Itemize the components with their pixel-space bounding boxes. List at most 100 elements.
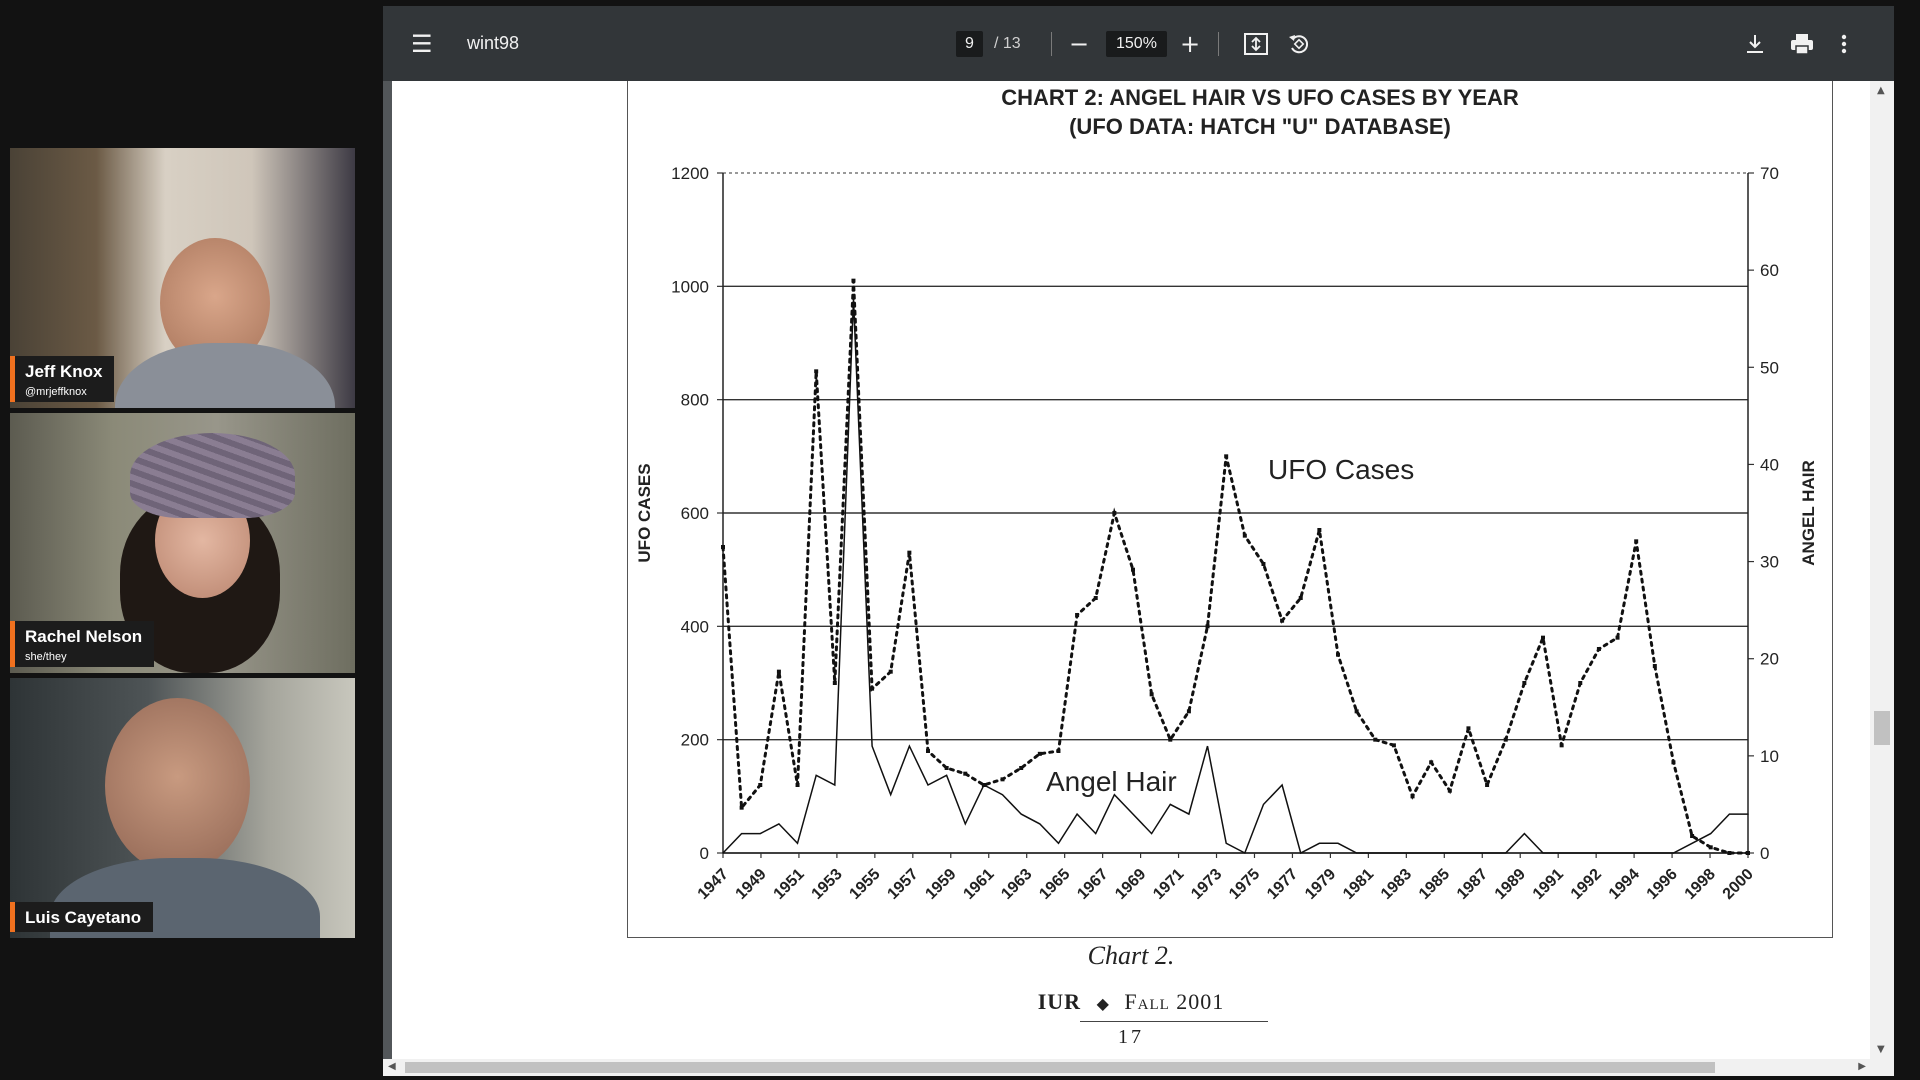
participant-tile-jeff[interactable]: Jeff Knox @mrjeffknox	[10, 148, 355, 408]
x-tick-label: 1957	[884, 866, 921, 903]
y-tick-label: 200	[681, 731, 709, 750]
y2-tick-label: 60	[1760, 261, 1779, 280]
document-area[interactable]: CHART 2: ANGEL HAIR VS UFO CASES BY YEAR…	[383, 81, 1894, 1061]
chart: CHART 2: ANGEL HAIR VS UFO CASES BY YEAR…	[635, 85, 1818, 903]
data-point	[1186, 709, 1191, 714]
participant-face	[105, 698, 250, 873]
series-line-ufo-cases	[721, 280, 1750, 855]
scroll-right-icon[interactable]: ▶	[1858, 1061, 1866, 1072]
data-point	[1391, 743, 1396, 748]
zoom-level-input[interactable]: 150%	[1106, 30, 1167, 57]
data-point	[1634, 539, 1639, 544]
participant-handle: she/they	[25, 651, 67, 663]
fit-page-icon[interactable]	[1243, 31, 1269, 57]
data-point	[1112, 511, 1117, 515]
chart-subtitle: (UFO DATA: HATCH "U" DATABASE)	[1069, 114, 1451, 139]
data-point	[851, 278, 856, 283]
x-tick-label: 1998	[1682, 866, 1719, 903]
x-tick-label: 1979	[1302, 866, 1339, 903]
y-tick-label: 800	[681, 391, 709, 410]
data-point	[1336, 652, 1340, 657]
x-tick-label: 1992	[1568, 866, 1605, 903]
data-point	[1671, 760, 1676, 765]
y-tick-label: 1200	[671, 164, 709, 183]
document-title: wint98	[467, 33, 520, 53]
data-point	[1093, 596, 1098, 600]
x-tick-label: 1971	[1150, 866, 1187, 903]
horizontal-scroll-thumb[interactable]	[405, 1062, 1715, 1073]
menu-icon[interactable]: ☰	[411, 29, 433, 58]
data-point	[1541, 635, 1545, 640]
scroll-up-icon[interactable]: ▲	[1877, 85, 1885, 96]
data-point	[1242, 533, 1247, 538]
download-icon[interactable]	[1743, 32, 1767, 56]
x-tick-label: 1989	[1492, 866, 1529, 903]
plus-icon[interactable]: +	[1180, 29, 1201, 58]
more-vert-icon[interactable]	[1840, 32, 1848, 56]
data-point	[1149, 692, 1154, 697]
page-number: 17	[1118, 1026, 1144, 1048]
page-number-input[interactable]: 9	[956, 30, 983, 57]
data-point	[758, 783, 763, 787]
chart-frame: CHART 2: ANGEL HAIR VS UFO CASES BY YEAR…	[627, 81, 1833, 938]
data-point	[832, 681, 837, 685]
toolbar-divider	[1218, 31, 1219, 56]
participant-nameplate: Jeff Knox @mrjeffknox	[10, 356, 115, 402]
x-tick-label: 1961	[960, 866, 997, 903]
print-icon[interactable]	[1789, 32, 1815, 56]
x-tick-label: 1991	[1530, 866, 1567, 903]
y2-tick-label: 50	[1760, 358, 1779, 377]
data-point	[721, 545, 725, 549]
participant-tile-rachel[interactable]: Rachel Nelson she/they	[10, 413, 355, 673]
vertical-scroll-thumb[interactable]	[1874, 711, 1890, 745]
data-point	[1280, 618, 1285, 623]
rotate-icon[interactable]	[1286, 31, 1312, 57]
participant-handle: @mrjeffknox	[25, 386, 87, 398]
chart-caption: Chart 2.	[1087, 941, 1175, 970]
x-tick-label: 1965	[1036, 866, 1073, 903]
x-tick-label: 1963	[998, 866, 1035, 903]
data-point	[1746, 851, 1750, 855]
series-line-angel-hair	[722, 299, 1749, 855]
y2-tick-label: 30	[1760, 553, 1779, 572]
chart-title: CHART 2: ANGEL HAIR VS UFO CASES BY YEAR	[1001, 85, 1519, 110]
data-point	[1615, 635, 1620, 640]
x-tick-label: 1955	[846, 866, 883, 903]
data-point	[1578, 681, 1583, 685]
participant-tile-luis[interactable]: Luis Cayetano	[10, 678, 355, 938]
scroll-down-icon[interactable]: ▼	[1877, 1044, 1885, 1055]
x-tick-label: 1953	[809, 866, 846, 903]
participant-nameplate: Rachel Nelson she/they	[10, 621, 155, 667]
y2-tick-label: 10	[1760, 747, 1779, 766]
data-point	[1131, 567, 1135, 572]
participant-name: Luis Cayetano	[25, 908, 142, 927]
participant-name: Rachel Nelson	[25, 627, 143, 646]
data-point	[1727, 851, 1732, 855]
data-point	[1652, 664, 1657, 668]
data-point	[1466, 726, 1471, 731]
annotation-angel-hair: Angel Hair	[1046, 766, 1177, 797]
y-tick-label: 0	[700, 844, 709, 863]
data-point	[1559, 743, 1564, 748]
x-tick-label: 1994	[1606, 866, 1643, 903]
data-point	[1224, 454, 1229, 459]
horizontal-scrollbar[interactable]: ◀ ▶	[383, 1059, 1894, 1076]
diamond-icon: ◆	[1096, 996, 1109, 1013]
participant-nameplate: Luis Cayetano	[10, 902, 154, 932]
x-tick-label: 1987	[1454, 866, 1491, 903]
minus-icon[interactable]: −	[1069, 29, 1090, 58]
scroll-left-icon[interactable]: ◀	[388, 1061, 396, 1072]
data-point	[1354, 709, 1359, 714]
viewer-toolbar: ☰ wint98 9 / 13 − 150% +	[383, 6, 1894, 81]
pdf-viewer[interactable]: ☰ wint98 9 / 13 − 150% +	[383, 6, 1894, 1076]
data-point	[1429, 760, 1434, 765]
data-point	[776, 669, 781, 674]
x-tick-label: 1977	[1264, 866, 1301, 903]
y-tick-label: 1000	[671, 277, 709, 296]
data-point	[1000, 777, 1005, 782]
data-point	[1410, 794, 1415, 799]
data-point	[870, 686, 875, 691]
data-point	[944, 766, 949, 770]
x-tick-label: 1985	[1416, 866, 1453, 903]
vertical-scrollbar[interactable]: ▲ ▼	[1870, 81, 1894, 1061]
